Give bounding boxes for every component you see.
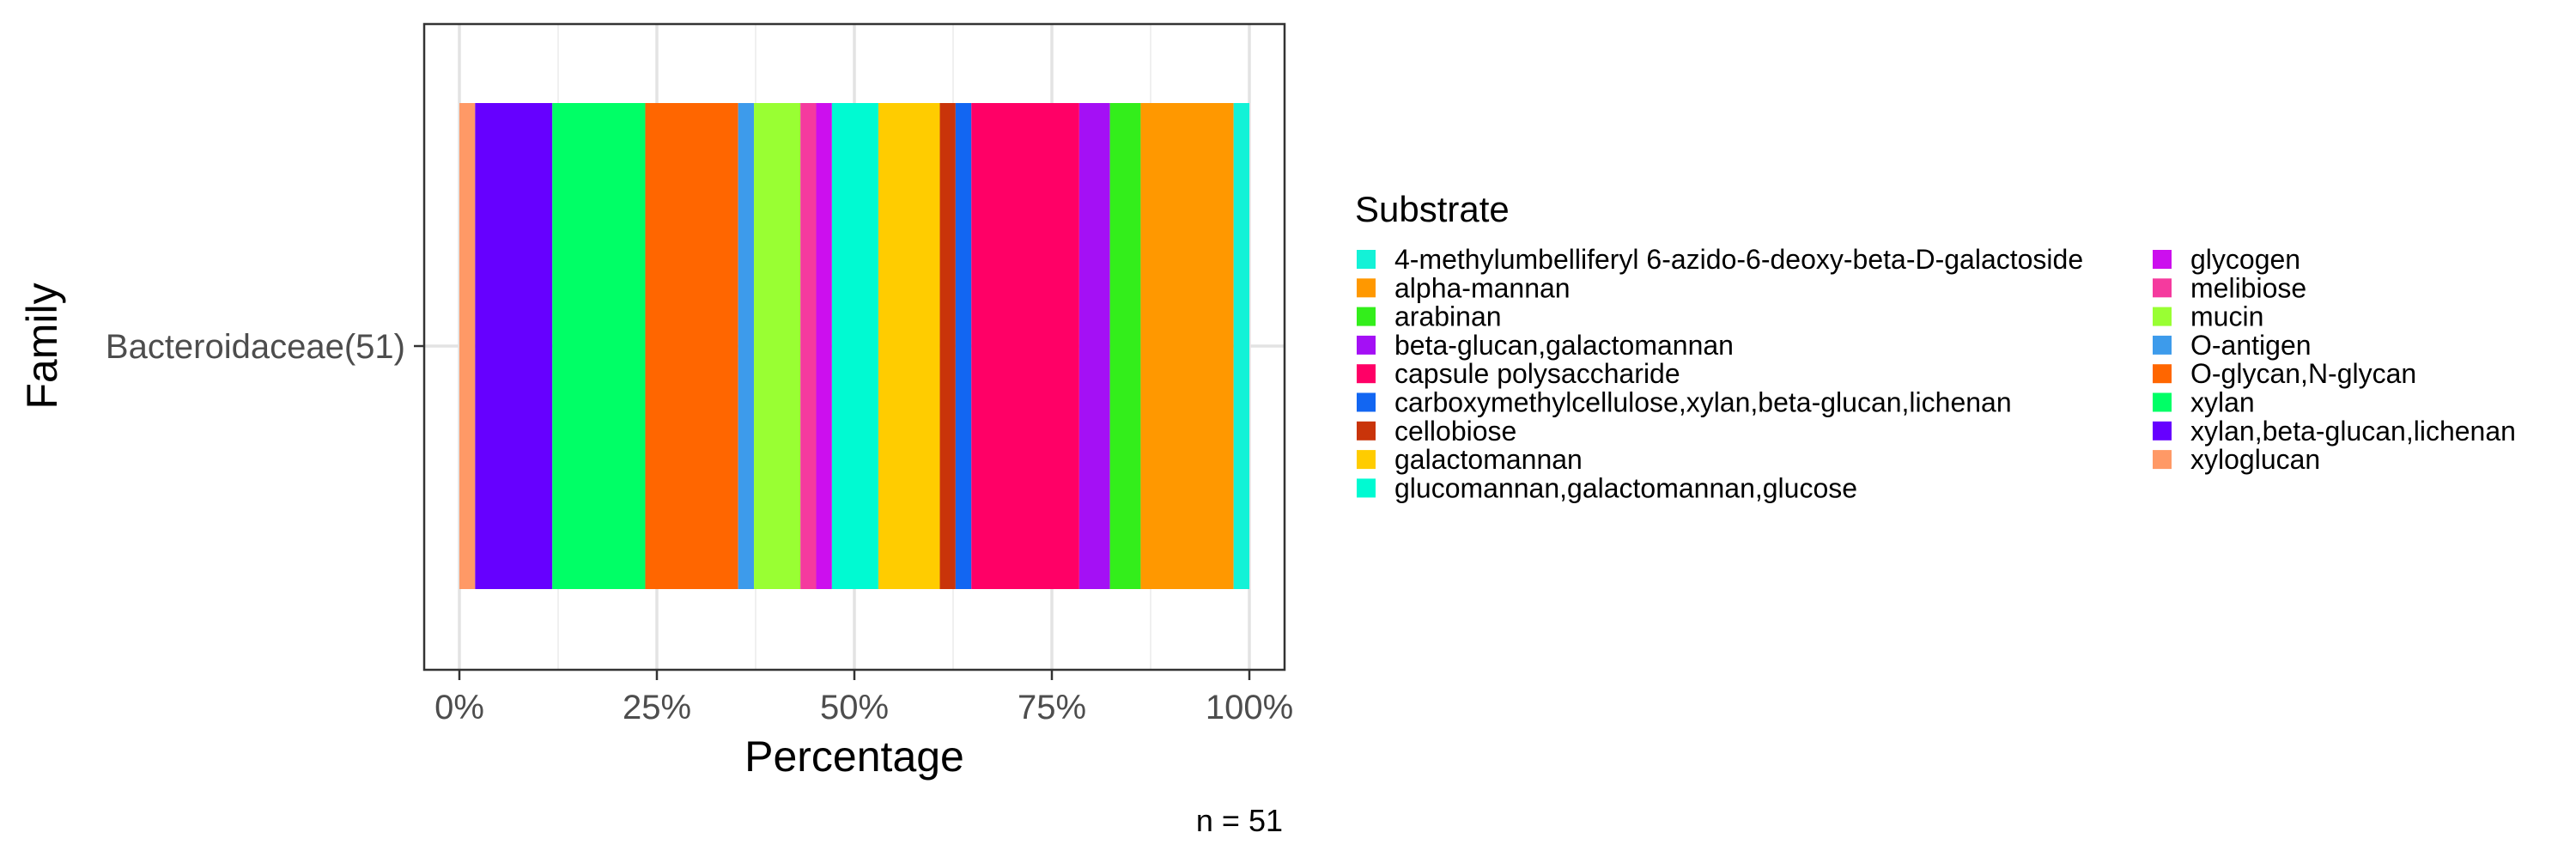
bar-segment [955,103,972,589]
bar-segment [1233,103,1249,589]
legend-label: 4-methylumbelliferyl 6-azido-6-deoxy-bet… [1394,244,2083,275]
legend-label: galactomannan [1394,444,1583,475]
x-axis-title: Percentage [744,732,964,781]
legend-key [2153,250,2172,269]
legend-key [2153,392,2172,412]
bar-segment [459,103,476,589]
bar-segment [552,103,646,589]
x-tick-label: 100% [1206,689,1293,726]
axes: 0% 25% 50% 75% 100% Bacteroidaceae(51) [106,328,1293,726]
y-tick-label: Bacteroidaceae(51) [106,328,405,366]
y-axis-title: Family [18,283,66,409]
bar-segment [971,103,1079,589]
bar-segment [816,103,832,589]
bar-segment [738,103,755,589]
legend-label: xylan [2190,387,2255,418]
legend-key [1357,392,1376,412]
x-tick-label: 25% [623,689,691,726]
bar-segment [831,103,878,589]
x-tick-label: 75% [1018,689,1086,726]
legend-key [1357,278,1376,298]
legend-key [1357,421,1376,441]
legend-key [1357,307,1376,326]
legend-key [1357,450,1376,470]
legend-label: O-glycan,N-glycan [2190,358,2416,389]
bar-segment [1078,103,1110,589]
legend-label: cellobiose [1394,416,1516,447]
bar-segment [878,103,940,589]
legend-key [1357,364,1376,384]
legend-label: capsule polysaccharide [1394,358,1680,389]
bar-segment [475,103,553,589]
legend-key [1357,250,1376,269]
legend-key [1357,478,1376,498]
legend: Substrate 4-methylumbelliferyl 6-azido-6… [1355,189,2516,503]
legend-key [1357,335,1376,355]
legend-label: glucomannan,galactomannan,glucose [1394,472,1857,503]
legend-label: O-antigen [2190,330,2312,361]
legend-key [2153,335,2172,355]
bar-segment [1140,103,1234,589]
legend-label: carboxymethylcellulose,xylan,beta-glucan… [1394,387,2012,418]
x-tick-label: 0% [434,689,484,726]
bar-segment [645,103,738,589]
x-tick-label: 50% [820,689,889,726]
legend-key [2153,364,2172,384]
legend-label: mucin [2190,301,2263,332]
legend-label: alpha-mannan [1394,272,1571,303]
legend-label: arabinan [1394,301,1502,332]
legend-label: beta-glucan,galactomannan [1394,330,1734,361]
legend-key [2153,450,2172,470]
legend-title: Substrate [1355,189,1510,229]
bar-segment [1109,103,1141,589]
bar-segment [939,103,956,589]
bar-segment [754,103,801,589]
legend-key [2153,278,2172,298]
legend-label: melibiose [2190,272,2306,303]
legend-label: glycogen [2190,244,2300,275]
legend-key [2153,421,2172,441]
bar-segment [800,103,817,589]
legend-key [2153,307,2172,326]
caption: n = 51 [1196,803,1283,838]
legend-label: xylan,beta-glucan,lichenan [2190,416,2516,447]
bars [459,103,1249,589]
legend-label: xyloglucan [2190,444,2320,475]
